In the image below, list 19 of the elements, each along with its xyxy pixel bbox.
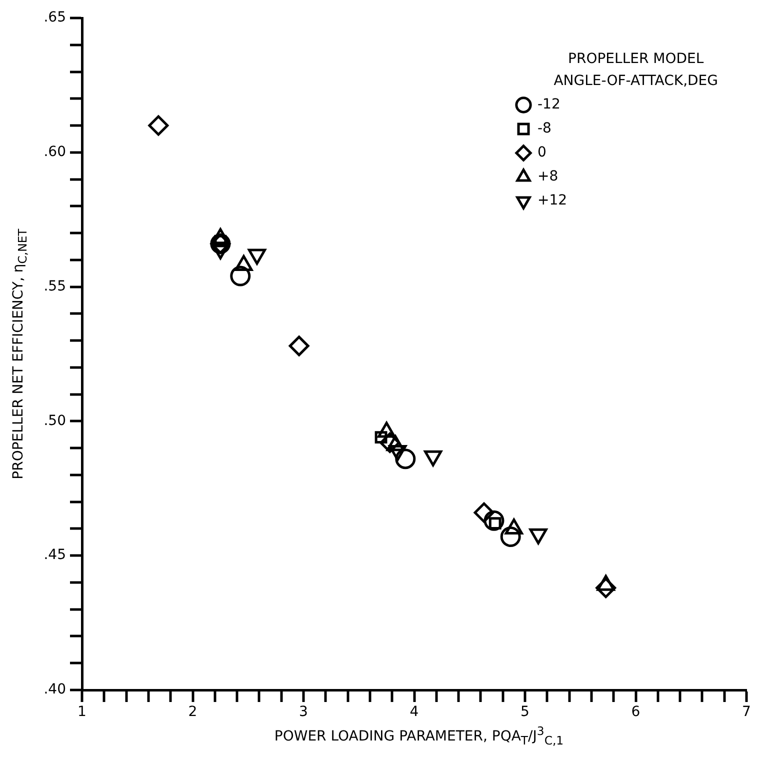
legend-label: +8 <box>538 168 558 185</box>
x-tick-label: 1 <box>78 704 86 720</box>
y-tick-label: .65 <box>44 10 66 26</box>
x-tick-label: 3 <box>299 704 308 720</box>
x-tick-label: 2 <box>188 704 198 720</box>
x-tick-label: 4 <box>410 704 419 720</box>
y-tick-label: .45 <box>44 547 66 564</box>
y-tick-label: .50 <box>44 412 66 429</box>
legend-label: +12 <box>538 192 568 209</box>
legend-title: PROPELLER MODEL ANGLE-OF-ATTACK,DEG <box>554 50 718 91</box>
y-tick-label: .55 <box>44 278 66 294</box>
legend-label: -12 <box>538 96 560 113</box>
x-tick-label: 6 <box>631 704 640 720</box>
x-tick-label: 5 <box>520 704 530 720</box>
y-tick-label: .60 <box>44 144 66 160</box>
legend-label: 0 <box>538 144 546 161</box>
y-tick-label: .40 <box>44 682 66 698</box>
x-tick-label: 7 <box>742 704 751 720</box>
legend-label: -8 <box>538 120 552 137</box>
